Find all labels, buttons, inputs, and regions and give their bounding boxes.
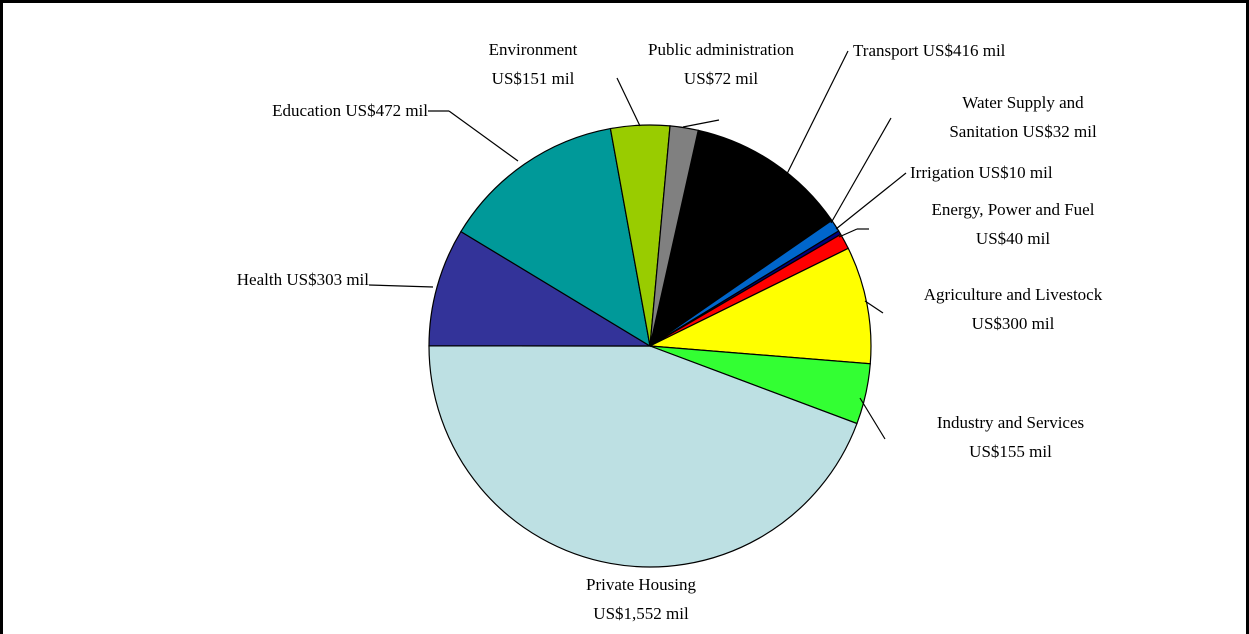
- leader-line: [448, 110, 519, 162]
- slice: [460, 127, 651, 348]
- slice-label: Agriculture and Livestock US$300 mil: [913, 280, 1113, 338]
- slice-label: Irrigation US$10 mil: [910, 158, 1053, 187]
- leader-line: [830, 117, 892, 224]
- category-label: Water Supply and Sanitation: [949, 93, 1084, 141]
- slice: [428, 230, 653, 347]
- leader-line: [774, 50, 849, 199]
- category-label: Transport: [853, 41, 919, 60]
- slices: [428, 124, 872, 568]
- slice: [647, 247, 872, 365]
- slice: [649, 125, 699, 347]
- category-label: Energy, Power and Fuel: [931, 200, 1095, 219]
- slice-label: Industry and Services US$155 mil: [893, 408, 1128, 466]
- category-label: Industry and Services: [936, 413, 1085, 432]
- category-label: Education: [272, 101, 342, 120]
- leader-line: [864, 300, 884, 314]
- leader-line: [838, 228, 858, 238]
- category-label: Private Housing: [585, 575, 697, 594]
- slice-label: Health US$303 mil: [163, 265, 369, 294]
- slice-label: Environment US$151 mil: [443, 35, 623, 93]
- value-label: US$303 mil: [286, 270, 369, 289]
- pie-area: [368, 50, 907, 568]
- category-label: Public administration: [648, 40, 794, 59]
- slice-label: Energy, Power and Fuel US$40 mil: [893, 195, 1133, 253]
- category-label: Health: [236, 270, 283, 289]
- slice-label: Public administration US$72 mil: [603, 35, 839, 93]
- value-label: US$72 mil: [683, 69, 759, 88]
- value-label: US$155 mil: [969, 442, 1052, 461]
- category-label: Irrigation: [910, 163, 975, 182]
- value-label: US$151 mil: [491, 69, 575, 88]
- value-label: US$10 mil: [978, 163, 1053, 182]
- slice: [649, 129, 833, 348]
- leader-line: [682, 119, 720, 128]
- slice-label: Transport US$416 mil: [853, 36, 1005, 65]
- value-label: US$1,552 mil: [593, 604, 689, 623]
- slice: [428, 345, 858, 568]
- slice-label: Education US$472 mil: [183, 96, 428, 125]
- value-label: US$40 mil: [975, 229, 1051, 248]
- slice-label: Private Housing US$1,552 mil: [541, 570, 741, 628]
- value-label: US$32 mil: [1022, 122, 1097, 141]
- category-label: Environment: [488, 40, 578, 59]
- value-label: US$472 mil: [345, 101, 428, 120]
- slice-label: Water Supply and Sanitation US$32 mil: [933, 88, 1113, 146]
- leader-line: [368, 284, 434, 288]
- leader-line: [616, 77, 641, 127]
- leader-line: [835, 172, 907, 230]
- leader-lines: [368, 50, 907, 440]
- category-label: Agriculture and Livestock: [923, 285, 1103, 304]
- value-label: US$416 mil: [922, 41, 1006, 60]
- leader-line: [859, 397, 886, 440]
- value-label: US$300 mil: [971, 314, 1055, 333]
